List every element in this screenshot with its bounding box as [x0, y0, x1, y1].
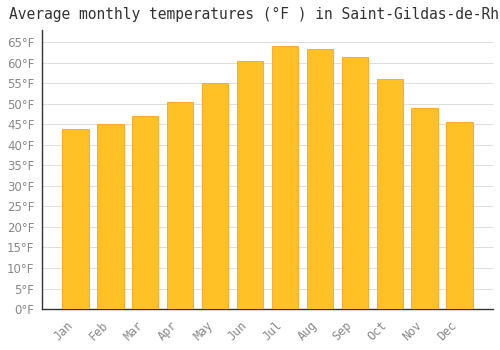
- Bar: [342, 57, 368, 309]
- Bar: [272, 47, 298, 309]
- Bar: [167, 102, 194, 309]
- Bar: [62, 128, 88, 309]
- Bar: [376, 79, 402, 309]
- Bar: [132, 116, 158, 309]
- Bar: [237, 61, 263, 309]
- Title: Average monthly temperatures (°F ) in Saint-Gildas-de-Rhuys: Average monthly temperatures (°F ) in Sa…: [10, 7, 500, 22]
- Bar: [412, 108, 438, 309]
- Bar: [202, 83, 228, 309]
- Bar: [446, 122, 472, 309]
- Bar: [98, 124, 124, 309]
- Bar: [307, 49, 333, 309]
